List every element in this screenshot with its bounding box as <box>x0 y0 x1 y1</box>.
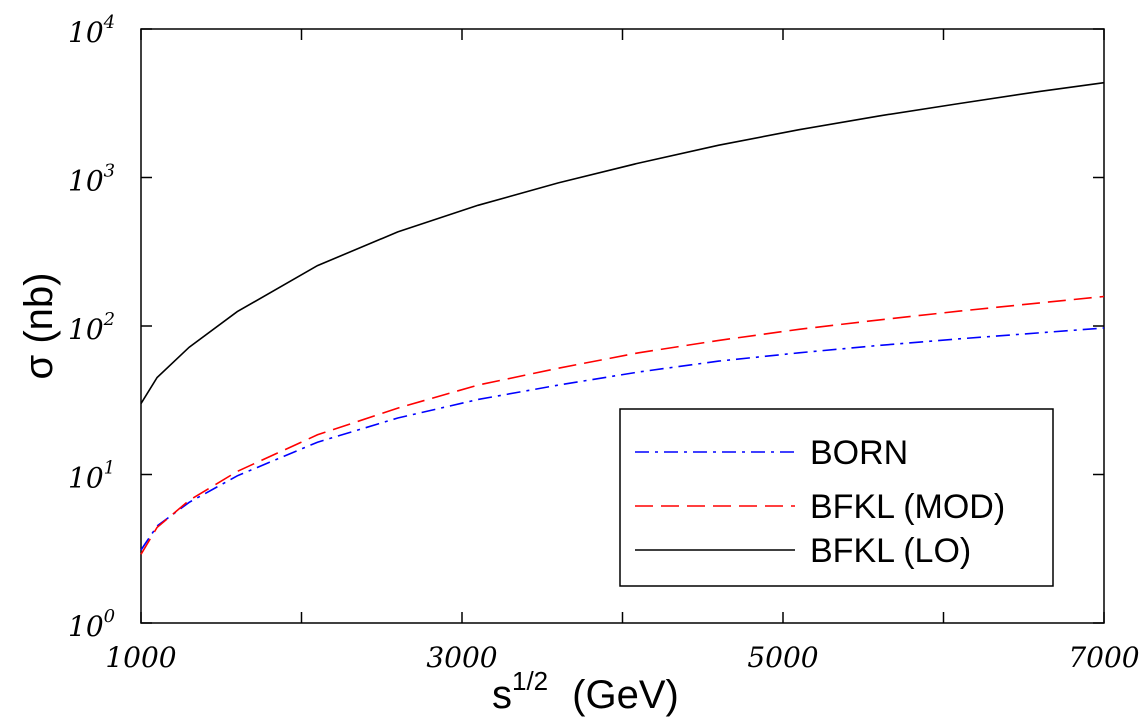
series-lines <box>140 81 1105 555</box>
legend-label-bfkl-mod: BFKL (MOD) <box>810 488 1005 526</box>
x-axis-label: s1/2 (GeV) <box>492 666 679 717</box>
y-tick-label: 104 <box>68 12 115 49</box>
legend: BORN BFKL (MOD) BFKL (LO) <box>619 408 1054 587</box>
y-axis-label: σ (nb) <box>17 273 61 380</box>
y-tick-label: 100 <box>68 606 115 643</box>
x-tick-label: 7000 <box>1068 641 1139 674</box>
x-axis-label-superscript: 1/2 <box>512 666 548 696</box>
tick-labels: 1000 3000 5000 7000 100 101 102 103 104 <box>68 12 1140 674</box>
y-tick-label: 102 <box>68 309 115 346</box>
x-tick-label: 5000 <box>747 641 818 674</box>
series-line-0 <box>140 327 1105 551</box>
axis-ticks <box>140 28 1105 624</box>
x-axis-label-base: s <box>492 673 512 717</box>
y-tick-label: 103 <box>68 161 115 198</box>
y-tick-label: 101 <box>68 458 115 495</box>
x-axis-label-unit: (GeV) <box>572 673 679 717</box>
x-tick-label: 1000 <box>105 641 176 674</box>
x-tick-label: 3000 <box>426 641 497 674</box>
series-line-1 <box>140 295 1105 555</box>
legend-label-born: BORN <box>810 434 908 472</box>
legend-box <box>619 408 1054 587</box>
series-line-2 <box>140 81 1105 405</box>
legend-label-bfkl-lo: BFKL (LO) <box>810 532 971 570</box>
